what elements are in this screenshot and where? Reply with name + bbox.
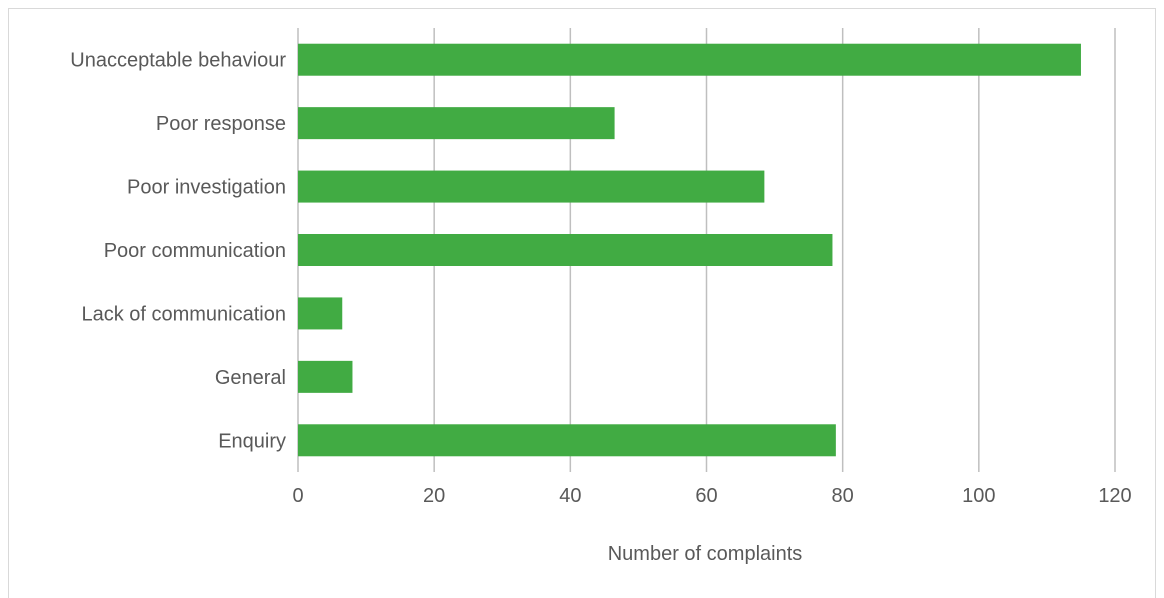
bars — [298, 43, 1081, 457]
category-label: Unacceptable behaviour — [70, 50, 286, 72]
x-tick-label: 80 — [832, 485, 854, 507]
category-label: Poor response — [156, 113, 286, 135]
category-label: Poor investigation — [127, 177, 286, 199]
x-tick-label: 120 — [1098, 485, 1131, 507]
x-tick-label: 0 — [292, 485, 303, 507]
chart-frame — [8, 8, 1156, 598]
x-axis-title: Number of complaints — [608, 543, 803, 565]
x-tick-labels: 0 20 40 60 80 100 120 — [292, 485, 1131, 507]
bar — [298, 234, 833, 266]
x-tick-label: 100 — [962, 485, 995, 507]
bar — [298, 297, 343, 330]
x-tick-label: 40 — [559, 485, 581, 507]
category-labels: Unacceptable behaviour Poor response Poor … — [70, 50, 286, 453]
category-label: Lack of communication — [81, 303, 286, 325]
bar — [298, 360, 353, 393]
x-tick-label: 60 — [695, 485, 717, 507]
category-label: General — [215, 367, 286, 389]
category-label: Poor communication — [104, 240, 286, 262]
category-label: Enquiry — [218, 430, 286, 452]
bar — [298, 170, 765, 203]
bar — [298, 424, 836, 457]
bar — [298, 43, 1081, 76]
x-tick-label: 20 — [423, 485, 445, 507]
bar — [298, 107, 615, 140]
